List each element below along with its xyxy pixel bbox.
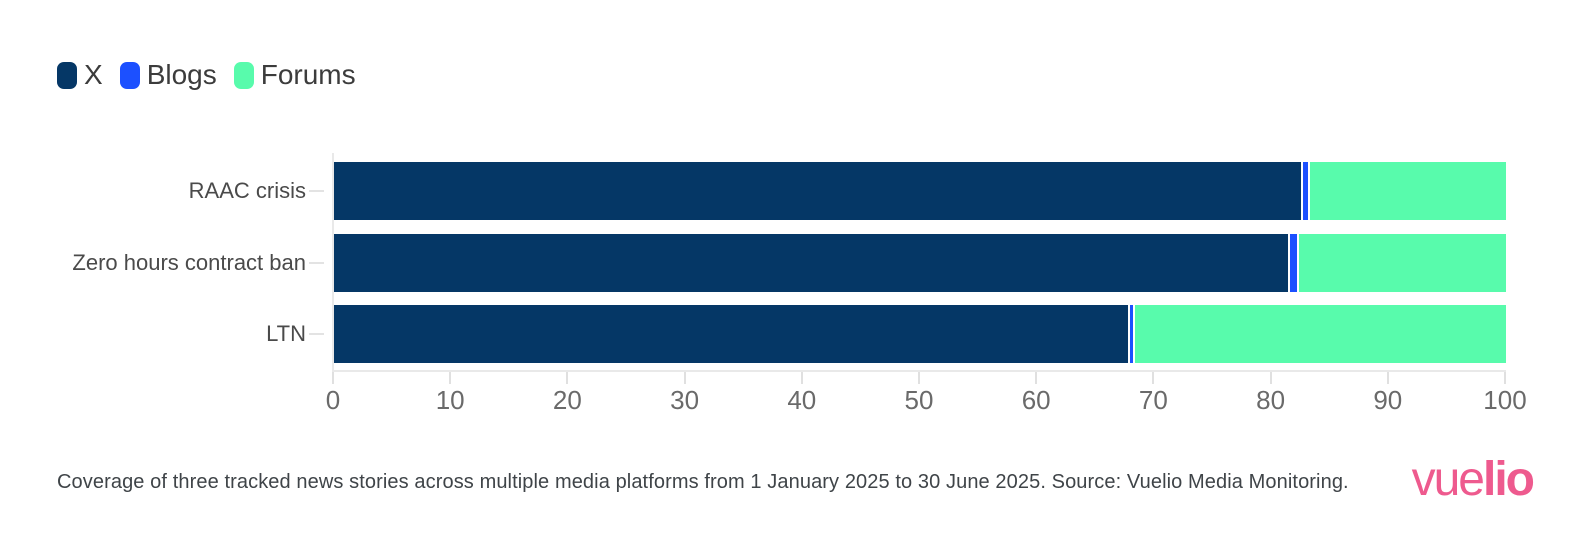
- y-axis-line: [332, 153, 334, 380]
- x-axis-tick-label: 40: [787, 385, 817, 415]
- segment-separator: [1128, 305, 1131, 363]
- x-axis-tick-label: 70: [1138, 385, 1168, 415]
- bar-segment-forums: [1309, 162, 1506, 220]
- x-axis-tick: [1152, 372, 1155, 384]
- legend-label-x: X: [84, 59, 103, 90]
- x-axis-tick: [918, 372, 920, 384]
- x-axis-line: [332, 370, 1506, 372]
- legend-swatch-forums: [233, 61, 254, 89]
- x-axis-tick: [1035, 372, 1038, 384]
- bar-segment-forums: [1299, 234, 1506, 292]
- x-axis-tick: [800, 372, 803, 384]
- x-axis-tick: [1386, 372, 1389, 384]
- x-axis-tick: [683, 372, 686, 384]
- category-tick: [309, 333, 324, 335]
- x-axis-tick: [332, 372, 334, 384]
- legend-item-blogs: Blogs: [119, 59, 217, 90]
- x-axis-tick: [1504, 372, 1506, 384]
- x-axis-tick-label: 90: [1373, 385, 1403, 415]
- bar-track: [334, 234, 1506, 292]
- x-axis-tick-label: 100: [1483, 385, 1527, 415]
- x-axis-tick: [566, 372, 569, 384]
- bar-segment-blogs: [1303, 162, 1308, 220]
- segment-separator: [1297, 234, 1300, 292]
- chart-caption: Coverage of three tracked news stories a…: [57, 471, 1349, 493]
- category-label: LTN: [266, 321, 306, 346]
- vuelio-logo: vuelio: [1411, 453, 1535, 506]
- bar-segment-x: [334, 234, 1289, 292]
- bar-segment-x: [334, 305, 1129, 363]
- bar-segment-blogs: [1130, 305, 1133, 363]
- legend-item-forums: Forums: [233, 59, 356, 90]
- legend-swatch-x: [57, 61, 77, 89]
- x-axis-tick-label: 10: [435, 385, 465, 415]
- legend-swatch-blogs: [119, 61, 140, 89]
- x-axis-tick: [1269, 372, 1272, 384]
- category-label: RAAC crisis: [188, 178, 306, 203]
- x-axis-tick-label: 60: [1021, 385, 1051, 415]
- category-tick: [309, 262, 324, 264]
- category-tick: [309, 190, 324, 192]
- x-axis-tick: [449, 372, 452, 384]
- x-axis-tick-label: 30: [670, 385, 700, 415]
- logo-text-light: vue: [1411, 453, 1485, 506]
- segment-separator: [1307, 162, 1310, 220]
- category-label: Zero hours contract ban: [72, 250, 306, 275]
- x-axis-tick-label: 80: [1256, 385, 1286, 415]
- bar-segment-x: [334, 162, 1302, 220]
- x-axis-tick-label: 50: [904, 385, 934, 415]
- x-axis-tick-label: 20: [552, 385, 582, 415]
- logo-text-bold: lio: [1483, 453, 1535, 506]
- segment-separator: [1132, 305, 1135, 363]
- segment-separator: [1288, 234, 1291, 292]
- legend-label-blogs: Blogs: [146, 59, 217, 90]
- bar-segment-blogs: [1290, 234, 1298, 292]
- segment-separator: [1301, 162, 1304, 220]
- legend-label-forums: Forums: [260, 59, 356, 90]
- bar-track: [334, 162, 1506, 220]
- chart-legend: X Blogs Forums: [57, 61, 356, 89]
- x-axis-tick-label: 0: [325, 385, 341, 415]
- legend-item-x: X: [57, 61, 103, 89]
- bar-track: [334, 305, 1506, 363]
- bar-segment-forums: [1134, 305, 1506, 363]
